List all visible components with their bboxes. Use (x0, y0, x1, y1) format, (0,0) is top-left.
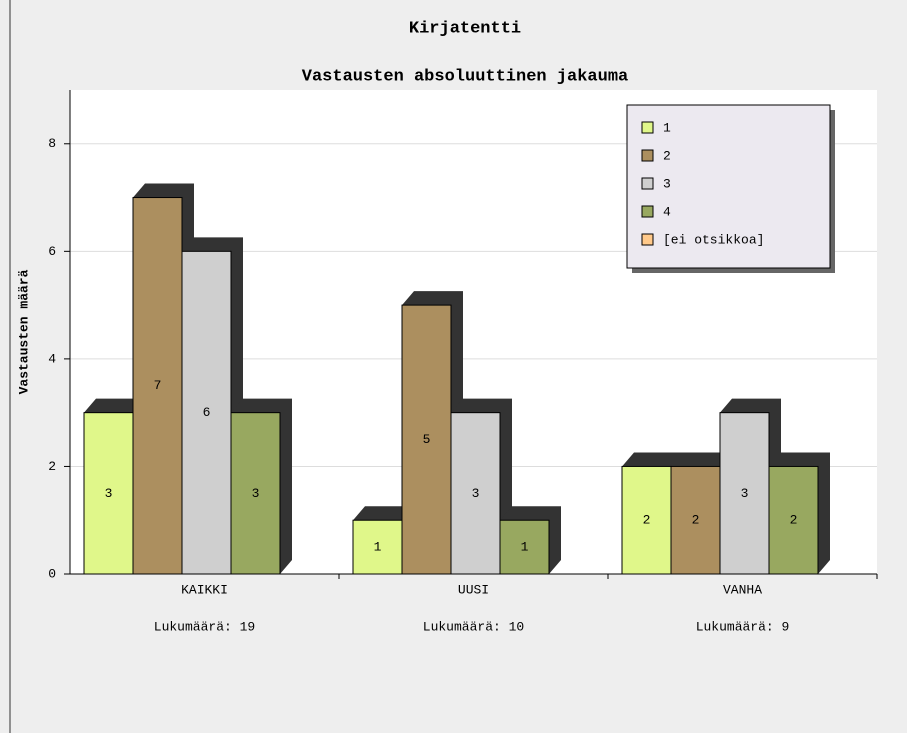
legend-swatch (641, 121, 654, 134)
x-tick-label: KAIKKI (181, 582, 228, 597)
bar (670, 465, 721, 575)
annotation: Lukumäärä: 9 (696, 619, 790, 634)
data-label: 3 (252, 486, 260, 501)
y-tick-label: 0 (48, 566, 56, 581)
bar (132, 197, 183, 575)
bar-shadow (769, 452, 830, 574)
bar (499, 519, 550, 575)
data-label: 7 (154, 378, 162, 393)
legend-label: 4 (663, 204, 671, 219)
bar (230, 412, 281, 575)
bar (352, 519, 403, 575)
bar (450, 412, 501, 575)
bar (719, 412, 770, 575)
legend-label: 2 (663, 148, 671, 163)
legend-label: [ei otsikkoa] (663, 232, 764, 247)
y-tick-label: 8 (48, 136, 56, 151)
bar-shadow (231, 398, 292, 574)
bar (181, 250, 232, 575)
legend-label: 3 (663, 176, 671, 191)
data-label: 5 (423, 432, 431, 447)
bar (768, 465, 819, 575)
legend-swatch (641, 177, 654, 190)
y-axis-label: Vastausten määrä (16, 269, 31, 394)
data-label: 2 (790, 513, 798, 528)
legend-swatch (641, 205, 654, 218)
data-label: 3 (105, 486, 113, 501)
chart-subtitle: Vastausten absoluuttinen jakauma (302, 67, 628, 86)
x-tick-label: VANHA (723, 582, 762, 597)
y-tick-label: 2 (48, 459, 56, 474)
legend-swatch (641, 149, 654, 162)
data-label: 1 (521, 540, 529, 555)
data-label: 1 (374, 540, 382, 555)
data-label: 6 (203, 405, 211, 420)
y-tick-label: 6 (48, 244, 56, 259)
legend-swatch (641, 233, 654, 246)
y-tick-label: 4 (48, 351, 56, 366)
annotation: Lukumäärä: 10 (423, 619, 524, 634)
data-label: 3 (472, 486, 480, 501)
chart-title: Kirjatentti (409, 19, 521, 38)
data-label: 2 (643, 513, 651, 528)
bar (83, 412, 134, 575)
data-label: 3 (741, 486, 749, 501)
legend-label: 1 (663, 120, 671, 135)
legend (626, 104, 831, 269)
bar (621, 465, 672, 575)
x-tick-label: UUSI (458, 582, 489, 597)
annotation: Lukumäärä: 19 (154, 619, 255, 634)
data-label: 2 (692, 513, 700, 528)
bar (401, 304, 452, 575)
